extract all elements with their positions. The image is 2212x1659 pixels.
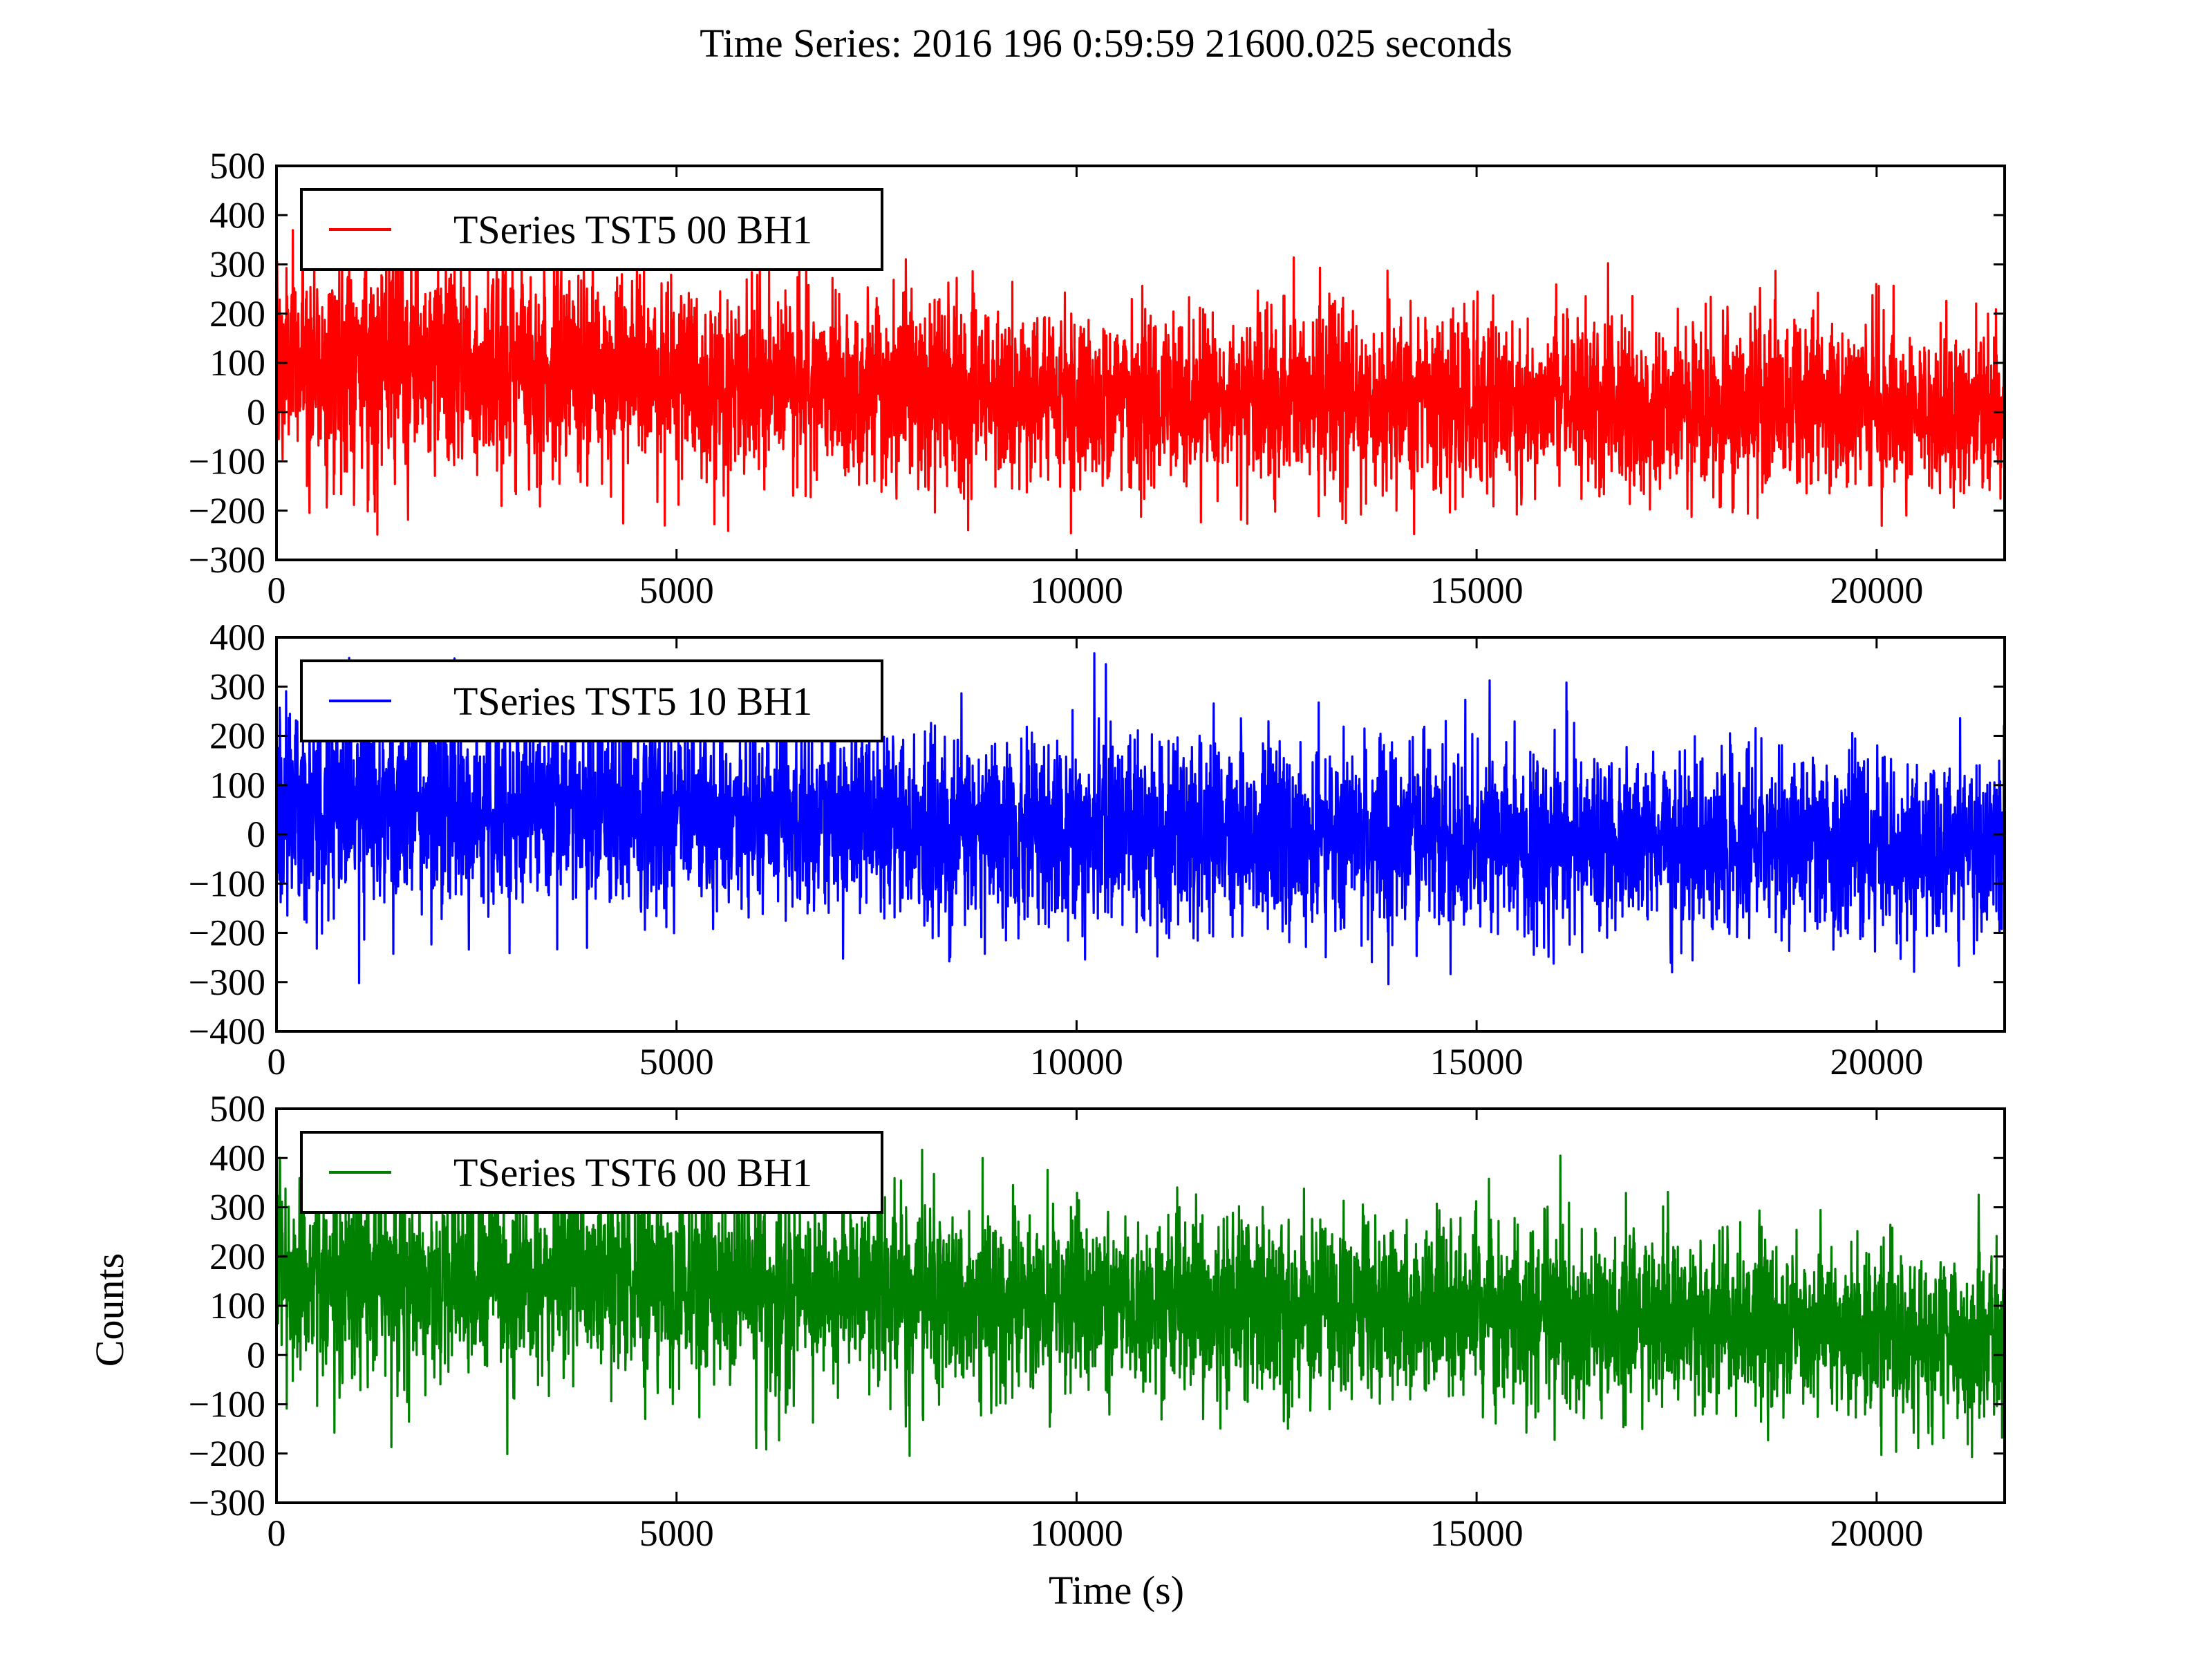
y-tick-label: 100 [209,1285,265,1327]
legend-box [300,188,883,271]
x-tick-label: 20000 [1830,1512,1923,1554]
y-tick-label: 0 [247,1334,265,1376]
y-tick-label: 500 [209,1088,265,1130]
y-tick-label: 400 [209,1137,265,1179]
y-tick-label: 400 [209,617,265,658]
legend-box [300,1131,883,1214]
x-tick-label: 10000 [1030,1512,1123,1554]
y-tick-label: 0 [247,391,265,433]
x-tick-label: 15000 [1430,1512,1524,1554]
y-tick-label: −200 [189,490,265,532]
x-axis-label: Time (s) [1049,1568,1184,1613]
y-tick-label: −100 [189,1384,265,1425]
figure-title: Time Series: 2016 196 0:59:59 21600.025 … [700,21,1512,66]
y-tick-label: −400 [189,1011,265,1052]
y-tick-label: −300 [189,539,265,581]
x-tick-label: 5000 [639,1041,714,1082]
series-line-1 [276,214,2005,536]
x-tick-label: 10000 [1030,570,1123,611]
y-tick-label: 100 [209,765,265,806]
y-tick-label: 200 [209,715,265,757]
y-tick-label: 200 [209,1236,265,1277]
y-tick-label: 500 [209,145,265,187]
x-tick-label: 20000 [1830,570,1923,611]
legend-box [300,659,883,742]
y-tick-label: 300 [209,1187,265,1228]
x-tick-label: 10000 [1030,1041,1123,1082]
subplot-2: 0 5000 10000 15000 20000 −400 −300 −200 −100 0 100… [189,617,2006,1082]
y-tick-label: −200 [189,1433,265,1474]
legend-label: TSeries TST6 00 BH1 [453,1150,812,1195]
legend: TSeries TST5 00 BH1 [300,188,883,271]
legend-label: TSeries TST5 00 BH1 [453,207,812,252]
x-tick-label: 20000 [1830,1041,1923,1082]
x-tick-label: 15000 [1430,1041,1524,1082]
y-tick-label: 300 [209,244,265,285]
subplot-panels: 0 5000 10000 15000 20000−300−200−10001002003… [189,145,2006,1554]
y-tick-label: 100 [209,342,265,384]
y-tick-label: 400 [209,194,265,236]
y-tick-label: −300 [189,962,265,1003]
legend-label: TSeries TST5 10 BH1 [453,679,812,724]
series-line-2 [276,652,2005,986]
x-tick-label: 0 [268,1512,286,1554]
y-tick-label: −100 [189,863,265,904]
legend: TSeries TST6 00 BH1 [300,1131,883,1214]
x-tick-label: 0 [268,1041,286,1082]
subplot-3: 0 5000 10000 15000 20000 −300 −200 −100 0 100 200 3… [189,1088,2006,1554]
series-line-3 [276,1140,2005,1459]
y-tick-label: 200 [209,293,265,335]
y-tick-label: −200 [189,912,265,954]
y-tick-label: 0 [247,814,265,855]
y-tick-label: −300 [189,1482,265,1524]
x-tick-label: 0 [268,570,286,611]
y-tick-label: 300 [209,666,265,707]
legend: TSeries TST5 10 BH1 [300,659,883,742]
subplot-1: 0 5000 10000 15000 20000 −300 −200 −100 0 100 200 3… [189,145,2006,611]
y-axis-label: Counts [87,1253,132,1367]
y-tick-label: −100 [189,441,265,482]
x-tick-label: 5000 [639,570,714,611]
x-tick-label: 15000 [1430,570,1524,611]
x-tick-label: 5000 [639,1512,714,1554]
